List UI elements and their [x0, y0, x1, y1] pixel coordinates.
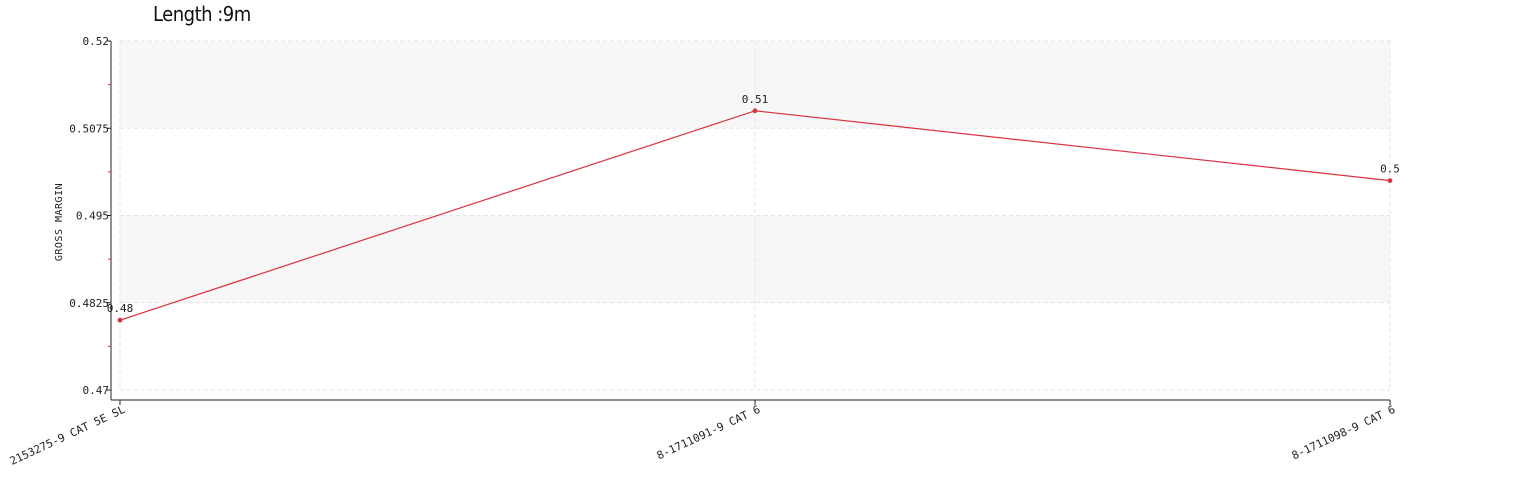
y-tick-label: 0.495: [76, 210, 109, 223]
data-label: 0.51: [742, 93, 769, 106]
y-axis-ticks: 0.47 0.4825 0.495 0.5075 0.52: [69, 35, 111, 397]
data-point: [1387, 178, 1393, 184]
axes: [110, 41, 1390, 401]
data-point: [117, 317, 123, 323]
data-label: 0.48: [107, 302, 134, 315]
grid-bands: [120, 41, 1390, 303]
y-axis-title: GROSS MARGIN: [54, 183, 65, 261]
data-point: [752, 108, 758, 114]
data-label: 0.5: [1380, 163, 1400, 176]
gridlines: [119, 40, 1391, 391]
series-group: 0.48 0.51 0.5: [107, 93, 1400, 323]
y-tick-label: 0.52: [83, 35, 110, 48]
y-tick-label: 0.4825: [69, 297, 109, 310]
y-tick-label: 0.5075: [69, 122, 109, 135]
x-axis-ticks: 2153275-9 CAT 5E SL 8-1711091-9 CAT 6 8-17…: [8, 400, 1398, 468]
chart-title: Length :9m: [153, 2, 251, 26]
y-tick-label: 0.47: [83, 384, 110, 397]
x-tick-label: 8-1711098-9 CAT 6: [1290, 403, 1398, 462]
x-tick-label: 2153275-9 CAT 5E SL: [8, 403, 128, 468]
x-tick-label: 8-1711091-9 CAT 6: [655, 403, 763, 462]
